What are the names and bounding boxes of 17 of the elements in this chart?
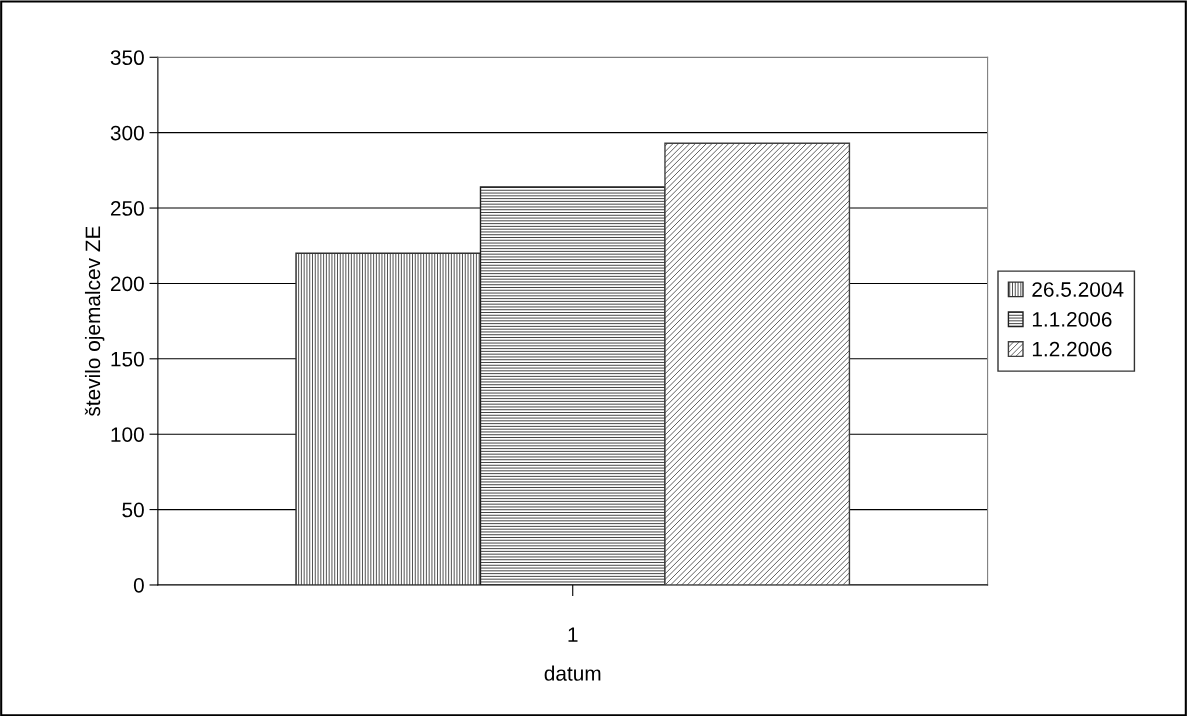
bar <box>295 252 482 585</box>
bar <box>479 186 666 585</box>
y-tick-label: 350 <box>110 50 144 66</box>
y-axis-title: število ojemalcev ZE <box>84 226 105 417</box>
y-tick-label: 200 <box>110 276 144 292</box>
bar <box>664 142 851 585</box>
y-tick-label: 100 <box>111 427 144 442</box>
y-tick-label: 150 <box>111 351 144 367</box>
legend-label: 26.5.2004 <box>1032 282 1124 297</box>
x-axis-title: datum <box>544 665 601 681</box>
legend-label: 1.1.2006 <box>1032 311 1112 327</box>
legend-label: 1.2.2006 <box>1032 341 1112 357</box>
y-tick-label: 250 <box>110 201 144 216</box>
y-tick-label: 50 <box>122 502 144 518</box>
y-tick-label: 0 <box>133 577 144 593</box>
x-tick-label: 1 <box>568 627 578 642</box>
y-tick-label: 300 <box>110 125 144 141</box>
